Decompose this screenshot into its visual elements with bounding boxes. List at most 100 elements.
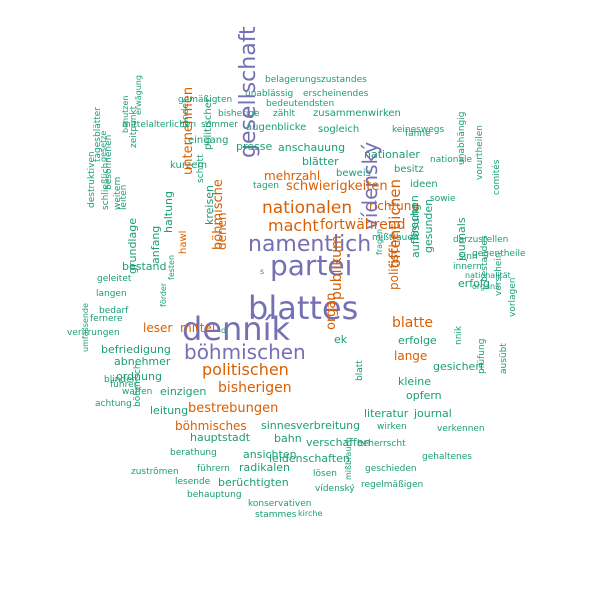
word-tertiary: führer — [110, 380, 138, 390]
word-secondary: lange — [394, 349, 428, 363]
word-tertiary: erscheinendes — [303, 89, 369, 99]
word-secondary: fortwährend — [320, 217, 406, 233]
word-tertiary: bedarf — [99, 306, 129, 316]
word-tertiary: fragen — [375, 228, 384, 255]
word-primary: namentlich — [248, 232, 372, 257]
word-tertiary: führern — [197, 464, 230, 474]
word-tertiary: mittelalterlichen — [122, 120, 197, 130]
word-secondary: hawl — [178, 230, 189, 254]
word-tertiary: mißtrauen — [372, 233, 419, 243]
word-tertiary: verschaffen — [306, 436, 371, 449]
word-secondary: schwierigkeiten — [286, 179, 388, 194]
word-tertiary: comités — [492, 159, 502, 195]
word-tertiary: kirche — [298, 509, 323, 518]
word-tertiary: vorlagen — [508, 277, 518, 317]
word-tertiary: konservativen — [248, 499, 312, 509]
word-tertiary: bestandes — [480, 235, 490, 282]
word-secondary: publikum — [329, 235, 345, 300]
word-tertiary: umfassende — [81, 303, 90, 352]
word-tertiary: augenblicke — [246, 122, 307, 133]
word-tertiary: innern — [453, 262, 482, 272]
word-secondary: richtung — [369, 199, 420, 213]
word-tertiary: blätter — [302, 155, 339, 168]
word-tertiary: belagerungszustandes — [265, 75, 367, 85]
word-tertiary: bestand — [122, 260, 167, 273]
word-tertiary: darzustellen — [453, 235, 509, 245]
word-tertiary: bedeutendsten — [266, 99, 335, 109]
word-secondary: blatte — [392, 315, 433, 331]
word-tertiary: destruktiven — [87, 151, 97, 208]
word-tertiary: behauptung — [187, 490, 242, 500]
word-tertiary: ordnung — [116, 370, 162, 383]
word-tertiary: verirrungen — [67, 328, 120, 338]
word-tertiary: blinden — [104, 375, 138, 385]
word-tertiary: vorschein — [494, 252, 504, 296]
word-secondary: organ — [324, 292, 339, 330]
word-tertiary: beherrscht — [357, 439, 406, 449]
word-tertiary: erwägung — [134, 75, 143, 115]
word-tertiary: ideen — [410, 179, 438, 190]
word-tertiary: nationale — [430, 155, 473, 165]
word-tertiary: förder — [159, 282, 168, 307]
word-tertiary: radikalen — [239, 461, 291, 474]
word-tertiary: sogleich — [318, 124, 360, 135]
word-tertiary: kreisen — [203, 185, 216, 225]
word-tertiary: fernere — [90, 314, 123, 324]
word-tertiary: erfolg — [458, 277, 490, 290]
word-tertiary: ausübt — [499, 343, 509, 374]
word-tertiary: sommer — [201, 120, 238, 130]
word-tertiary: vorurtheilen — [475, 125, 485, 180]
word-tertiary: leitung — [150, 404, 189, 417]
word-tertiary: achtung — [95, 399, 132, 409]
word-tertiary: hauptstadt — [190, 431, 251, 444]
word-tertiary: presse — [236, 140, 273, 153]
word-tertiary: journal — [414, 407, 452, 420]
word-tertiary: befriedigung — [101, 343, 171, 356]
word-tertiary: s — [260, 267, 265, 276]
word-tertiary: verkennen — [437, 424, 485, 434]
word-tertiary: eingang — [188, 135, 229, 146]
word-tertiary: anschauung — [278, 141, 346, 154]
word-tertiary: mißbrauch — [344, 437, 353, 480]
word-tertiary: sinn — [459, 252, 478, 262]
word-primary: böhmischen — [184, 340, 306, 364]
word-tertiary: zusammenwirken — [313, 108, 401, 119]
word-tertiary: ek — [334, 333, 348, 346]
word-tertiary: gegentheile — [472, 249, 526, 259]
word-tertiary: unablässig — [245, 89, 294, 99]
word-tertiary: waffen — [122, 387, 153, 397]
word-tertiary: vídenský — [315, 484, 355, 494]
word-tertiary: blatt — [355, 360, 365, 381]
word-tertiary: geleitet — [97, 274, 132, 284]
word-tertiary: nationaler — [364, 148, 420, 161]
word-tertiary: berathung — [170, 448, 217, 458]
word-tertiary: besitz — [394, 164, 424, 175]
word-tertiary: zählt — [273, 109, 295, 119]
word-tertiary: abnehmer — [114, 355, 171, 368]
word-tertiary: geschieden — [365, 464, 417, 474]
word-tertiary: organs — [472, 282, 500, 291]
word-tertiary: wirken — [377, 422, 407, 432]
word-tertiary: länder — [181, 99, 191, 128]
word-primary: denník — [182, 310, 290, 348]
word-tertiary: böhmisch — [133, 363, 143, 407]
word-secondary: böhmisches — [175, 419, 247, 433]
word-tertiary: einzigen — [160, 385, 207, 398]
word-primary: blattes — [248, 289, 359, 327]
word-tertiary: literatur — [364, 407, 409, 420]
word-tertiary: d — [221, 326, 227, 335]
word-tertiary: langen — [96, 289, 127, 299]
word-tertiary: gemäßigten — [178, 95, 233, 105]
word-tertiary: stammes — [255, 510, 297, 520]
word-tertiary: prüfung — [477, 338, 487, 374]
word-tertiary: haltung — [162, 190, 175, 233]
word-tertiary: berüchtigten — [218, 476, 289, 489]
word-secondary: bestrebungen — [188, 401, 279, 416]
word-tertiary: kurzem — [170, 160, 208, 171]
word-tertiary: politischer — [203, 97, 214, 150]
word-tertiary: gesichert — [433, 360, 485, 373]
word-tertiary: gesunden — [422, 198, 435, 253]
word-tertiary: schritt — [196, 154, 206, 183]
word-tertiary: keineswegs — [392, 125, 445, 135]
